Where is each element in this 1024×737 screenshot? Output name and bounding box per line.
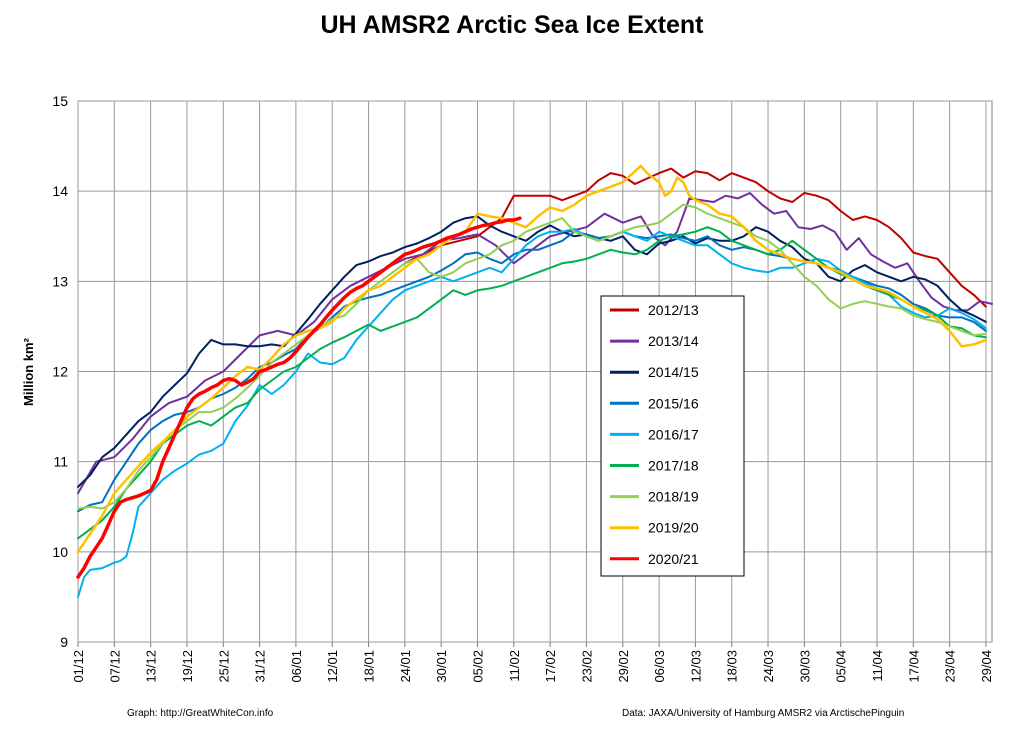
legend-entry: 2015/16 (648, 395, 699, 411)
x-tick-label: 31/12 (253, 650, 268, 683)
y-tick-label: 12 (52, 364, 68, 380)
y-tick-label: 14 (52, 183, 68, 199)
legend-entry: 2018/19 (648, 489, 699, 505)
y-axis-label: Million km² (21, 337, 36, 406)
x-tick-label: 30/03 (797, 650, 812, 683)
x-tick-label: 05/02 (470, 650, 485, 683)
x-tick-label: 12/03 (688, 650, 703, 683)
x-tick-label: 29/02 (616, 650, 631, 683)
y-tick-label: 13 (52, 273, 68, 289)
series-line-2014-15 (77, 215, 987, 488)
legend-entry: 2019/20 (648, 520, 699, 536)
x-tick-label: 19/12 (180, 650, 195, 683)
y-tick-label: 11 (53, 454, 68, 470)
series-lines (76, 164, 993, 598)
series-line-2020-21 (76, 216, 522, 579)
legend: 2012/13 2013/14 2014/15 2015/16 2016/17 2017/… (600, 295, 745, 577)
x-tick-label: 24/01 (398, 650, 413, 683)
y-tick-label: 15 (52, 93, 68, 109)
series-line-2013-14 (77, 192, 993, 495)
x-tick-label: 24/03 (761, 650, 776, 683)
x-tick-label: 17/02 (543, 650, 558, 683)
x-tick-label: 05/04 (834, 650, 849, 683)
x-tick-label: 18/03 (725, 650, 740, 683)
x-tick-label: 29/04 (979, 650, 994, 683)
series-line-2012-13 (403, 167, 987, 308)
y-axis-ticks: 9 10 11 12 13 14 15 (52, 93, 68, 650)
y-tick-label: 10 (52, 544, 68, 560)
x-tick-label: 07/12 (107, 650, 122, 683)
x-tick-label: 06/03 (652, 650, 667, 683)
legend-entry: 2014/15 (648, 364, 699, 380)
legend-entry: 2020/21 (648, 551, 699, 567)
x-tick-label: 23/02 (579, 650, 594, 683)
series-line-2018-19 (77, 203, 987, 510)
x-tick-label: 25/12 (216, 650, 231, 683)
x-tick-label: 17/04 (906, 650, 921, 683)
x-tick-label: 23/04 (943, 650, 958, 683)
x-tick-label: 18/01 (362, 650, 377, 683)
legend-entry: 2016/17 (648, 426, 699, 442)
x-tick-label: 30/01 (434, 650, 449, 683)
series-line-2019-20 (76, 164, 988, 554)
legend-entry: 2017/18 (648, 458, 699, 474)
y-tick-label: 9 (60, 634, 68, 650)
x-tick-label: 01/12 (71, 650, 86, 683)
credit-right: Data: JAXA/University of Hamburg AMSR2 v… (622, 708, 904, 719)
legend-entry: 2012/13 (648, 302, 699, 318)
chart-title: UH AMSR2 Arctic Sea Ice Extent (321, 11, 705, 39)
credit-left: Graph: http://GreatWhiteCon.info (127, 708, 274, 719)
x-tick-label: 06/01 (289, 650, 304, 683)
x-tick-label: 11/02 (507, 650, 522, 682)
x-tick-label: 13/12 (144, 650, 159, 683)
series-line-2016-17 (77, 228, 987, 598)
legend-box (600, 295, 745, 577)
legend-entry: 2013/14 (648, 333, 699, 349)
x-tick-label: 11/04 (870, 650, 885, 682)
x-axis-ticks: 01/12 07/12 13/12 19/12 25/12 31/12 06/01 12/01… (71, 650, 994, 683)
x-tick-label: 12/01 (325, 650, 340, 683)
